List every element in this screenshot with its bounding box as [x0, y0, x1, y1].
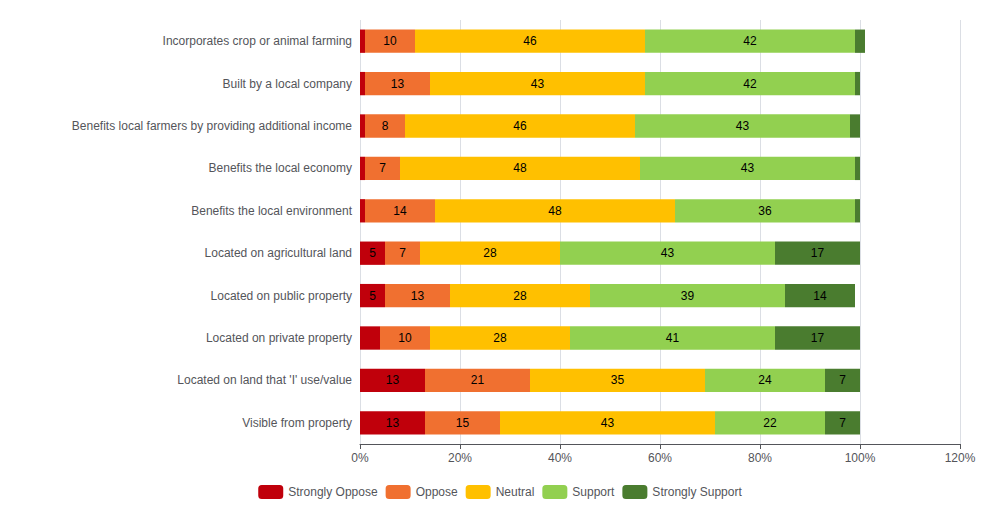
svg-text:28: 28 [513, 289, 527, 303]
svg-text:120%: 120% [945, 451, 976, 465]
svg-text:48: 48 [513, 161, 527, 175]
svg-text:28: 28 [493, 331, 507, 345]
svg-text:Benefits the local environment: Benefits the local environment [191, 204, 352, 218]
svg-text:10: 10 [398, 331, 412, 345]
svg-text:Located on public property: Located on public property [211, 289, 352, 303]
svg-text:21: 21 [471, 373, 485, 387]
svg-text:20%: 20% [448, 451, 472, 465]
svg-text:7: 7 [839, 416, 846, 430]
svg-text:42: 42 [743, 34, 757, 48]
svg-text:17: 17 [811, 246, 825, 260]
svg-text:Incorporates crop or animal fa: Incorporates crop or animal farming [163, 34, 352, 48]
svg-text:39: 39 [681, 289, 695, 303]
svg-text:Built by a local company: Built by a local company [223, 77, 352, 91]
svg-text:13: 13 [386, 373, 400, 387]
svg-text:41: 41 [666, 331, 680, 345]
svg-text:36: 36 [758, 204, 772, 218]
svg-text:13: 13 [411, 289, 425, 303]
svg-text:46: 46 [513, 119, 527, 133]
svg-text:Visible from property: Visible from property [242, 416, 352, 430]
svg-text:43: 43 [661, 246, 675, 260]
svg-text:24: 24 [758, 373, 772, 387]
svg-text:48: 48 [548, 204, 562, 218]
svg-text:17: 17 [811, 331, 825, 345]
svg-text:7: 7 [839, 373, 846, 387]
svg-text:40%: 40% [548, 451, 572, 465]
svg-text:Neutral: Neutral [496, 485, 535, 499]
svg-text:Oppose: Oppose [416, 485, 458, 499]
svg-text:42: 42 [743, 77, 757, 91]
svg-text:14: 14 [393, 204, 407, 218]
svg-text:100%: 100% [845, 451, 876, 465]
svg-text:Located on agricultural land: Located on agricultural land [205, 246, 352, 260]
svg-text:Benefits local farmers by prov: Benefits local farmers by providing addi… [72, 119, 352, 133]
svg-text:22: 22 [763, 416, 777, 430]
svg-text:Strongly Oppose: Strongly Oppose [288, 485, 378, 499]
svg-text:13: 13 [391, 77, 405, 91]
svg-text:43: 43 [531, 77, 545, 91]
svg-text:28: 28 [483, 246, 497, 260]
svg-text:Strongly Support: Strongly Support [652, 485, 742, 499]
svg-text:13: 13 [386, 416, 400, 430]
svg-text:43: 43 [741, 161, 755, 175]
svg-text:8: 8 [382, 119, 389, 133]
svg-text:5: 5 [369, 289, 376, 303]
svg-text:5: 5 [369, 246, 376, 260]
svg-text:43: 43 [736, 119, 750, 133]
svg-text:Located on land that 'I' use/v: Located on land that 'I' use/value [177, 373, 352, 387]
svg-text:10: 10 [383, 34, 397, 48]
svg-text:0%: 0% [351, 451, 369, 465]
svg-text:14: 14 [813, 289, 827, 303]
svg-text:43: 43 [601, 416, 615, 430]
svg-text:35: 35 [611, 373, 625, 387]
svg-text:7: 7 [379, 161, 386, 175]
svg-text:7: 7 [399, 246, 406, 260]
svg-text:Support: Support [572, 485, 615, 499]
svg-text:80%: 80% [748, 451, 772, 465]
svg-text:46: 46 [523, 34, 537, 48]
svg-text:15: 15 [456, 416, 470, 430]
svg-text:Located on private property: Located on private property [206, 331, 352, 345]
svg-text:60%: 60% [648, 451, 672, 465]
svg-text:Benefits the local economy: Benefits the local economy [209, 161, 352, 175]
